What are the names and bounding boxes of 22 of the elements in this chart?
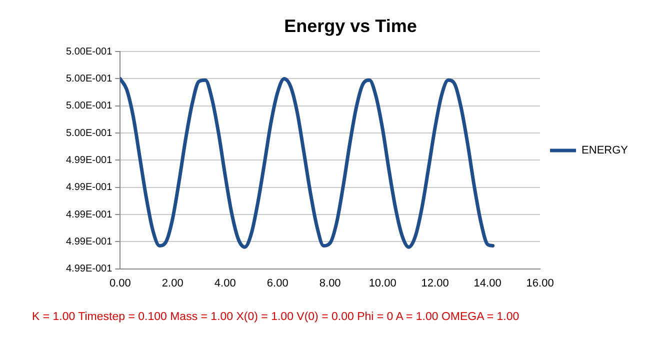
x-tick-label: 2.00: [162, 277, 184, 290]
x-tick-label: 6.00: [266, 277, 288, 290]
y-tick-label: 5.00E-001: [66, 128, 113, 139]
x-tick-label: 0.00: [109, 277, 131, 290]
x-tick-label: 4.00: [214, 277, 236, 290]
y-tick-label: 4.99E-001: [66, 182, 113, 194]
x-tick-label: 12.00: [421, 277, 449, 290]
x-tick-label: 16.00: [526, 277, 554, 290]
y-tick-label: 4.99E-001: [66, 264, 113, 275]
y-tick-label: 5.00E-001: [66, 74, 113, 84]
y-tick-label: 5.00E-001: [66, 46, 113, 58]
x-tick-label: 14.00: [474, 277, 502, 290]
y-tick-label: 5.00E-001: [66, 100, 113, 112]
y-tick-label: 4.99E-001: [66, 209, 113, 220]
y-tick-label: 4.99E-001: [66, 236, 113, 248]
y-tick-label: 4.99E-001: [66, 154, 113, 166]
x-tick-label: 10.00: [368, 277, 396, 290]
chart-title: Energy vs Time: [284, 16, 417, 36]
text: K = 1.00 Timestep = 0.100 Mass = 1.00 X(0) = 1.00 V(0) = 0.00 Phi = 0 A = 1.00 OMEGA = 1.00: [32, 311, 520, 323]
x-tick-label: 8.00: [319, 277, 341, 290]
legend-label: ENERGY: [582, 144, 629, 157]
line-series: [120, 77, 495, 249]
